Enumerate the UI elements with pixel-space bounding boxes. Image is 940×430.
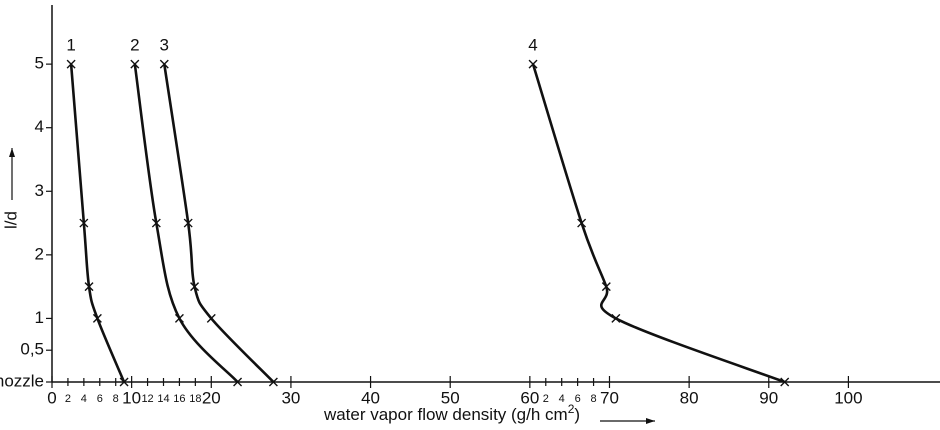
point-marker (233, 377, 243, 387)
series-label: 3 (160, 36, 169, 55)
x-tick-label: 6 (97, 393, 103, 405)
y-tick-label: nozzle (0, 371, 44, 390)
point-marker (611, 313, 621, 323)
x-tick-label: 20 (202, 388, 221, 407)
y-arrow-head (9, 148, 15, 157)
y-tick-label: 5 (35, 54, 44, 73)
x-tick-label: 18 (189, 393, 201, 405)
x-tick-label: 6 (575, 393, 581, 405)
point-marker (577, 218, 587, 228)
point-marker (79, 218, 89, 228)
x-axis-label-sup: 2 (568, 402, 575, 416)
point-marker (130, 59, 140, 69)
x-tick-label: 90 (759, 388, 778, 407)
x-arrow-head (646, 418, 655, 424)
x-tick-label: 4 (559, 393, 565, 405)
x-tick-label: 60 (520, 388, 539, 407)
series-label: 2 (130, 36, 139, 55)
x-tick-label: 40 (361, 388, 380, 407)
y-tick-label: 2 (35, 244, 44, 263)
x-tick-label: 2 (543, 393, 549, 405)
point-marker (174, 313, 184, 323)
point-marker (190, 282, 200, 292)
point-marker (151, 218, 161, 228)
series-label: 1 (66, 36, 75, 55)
y-tick-label: 1 (35, 308, 44, 327)
x-axis-label: water vapor flow density (g/h cm2) (323, 402, 580, 424)
y-tick-label: 4 (35, 117, 44, 136)
x-tick-label: 16 (173, 393, 185, 405)
y-axis-label: l/d (1, 211, 20, 229)
point-marker (66, 59, 76, 69)
x-tick-label: 2 (65, 393, 71, 405)
x-tick-label: 50 (441, 388, 460, 407)
point-marker (159, 59, 169, 69)
point-marker (268, 377, 278, 387)
x-tick-label: 30 (281, 388, 300, 407)
point-marker (780, 377, 790, 387)
x-tick-label: 8 (113, 393, 119, 405)
x-tick-label: 0 (47, 388, 56, 407)
point-marker (92, 313, 102, 323)
series-line (531, 63, 786, 384)
point-marker (84, 282, 94, 292)
x-tick-label: 8 (590, 393, 596, 405)
series-line (163, 63, 275, 383)
series-line (69, 64, 126, 383)
x-tick-label: 70 (600, 388, 619, 407)
x-axis-label-text: water vapor flow density (g/h cm (323, 405, 568, 424)
y-tick-label: 3 (35, 181, 44, 200)
point-marker (183, 218, 193, 228)
y-tick-label: 0,5 (20, 340, 44, 359)
point-marker (119, 377, 129, 387)
point-marker (601, 282, 611, 292)
x-tick-label: 10 (122, 388, 141, 407)
x-axis-label-end: ) (574, 405, 580, 424)
point-marker (206, 313, 216, 323)
series-line (133, 63, 239, 383)
x-tick-label: 4 (81, 393, 87, 405)
x-tick-label: 100 (834, 388, 862, 407)
series-label: 4 (528, 36, 537, 55)
x-tick-label: 80 (680, 388, 699, 407)
x-tick-label: 12 (141, 393, 153, 405)
x-tick-label: 14 (157, 393, 169, 405)
point-marker (528, 59, 538, 69)
